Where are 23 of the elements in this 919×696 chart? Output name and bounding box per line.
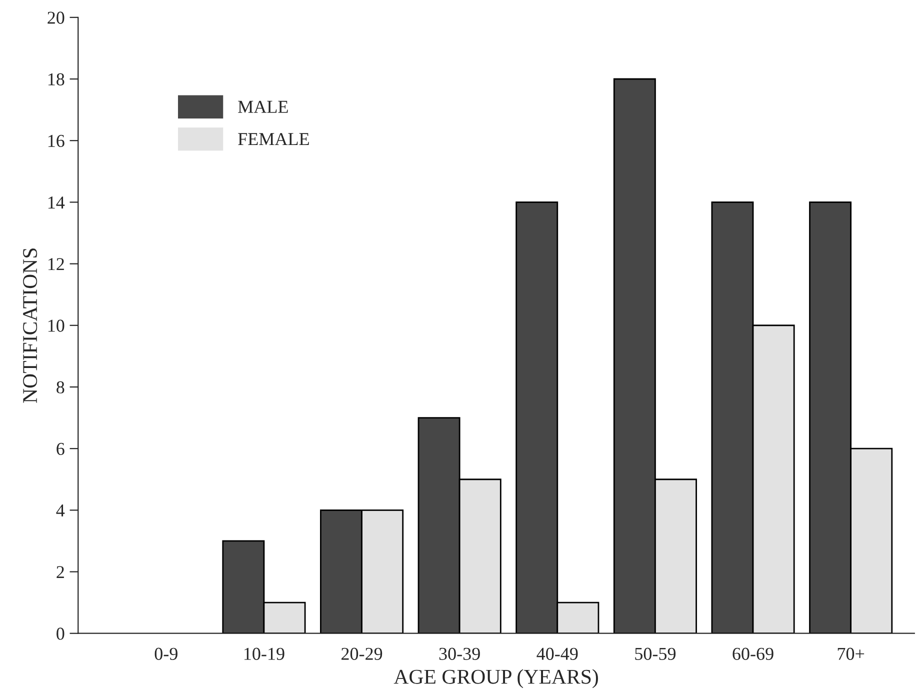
y-tick-label: 20 <box>48 12 64 24</box>
y-tick-label: 18 <box>48 73 64 86</box>
x-tick-label: 60-69 <box>732 648 774 660</box>
y-tick-label: 2 <box>56 566 64 578</box>
y-tick-label: 16 <box>48 134 64 148</box>
x-tick-label: 10-19 <box>244 648 284 660</box>
legend-label: MALE <box>238 100 288 113</box>
x-tick-label: 0-9 <box>154 648 178 660</box>
x-axis-title: AGE GROUP (YEARS) <box>394 669 598 688</box>
legend-label: FEMALE <box>238 133 309 145</box>
y-tick-label: 14 <box>48 196 65 208</box>
y-tick-label: 0 <box>56 628 64 640</box>
x-tick-label: 50-59 <box>635 648 676 660</box>
y-tick-label: 4 <box>56 504 65 516</box>
x-tick-label: 30-39 <box>439 648 480 660</box>
y-tick-label: 10 <box>48 320 64 332</box>
y-tick-label: 6 <box>56 442 64 456</box>
y-tick-label: 8 <box>56 381 64 394</box>
y-axis-title: NOTIFICATIONS <box>23 248 38 403</box>
x-tick-label: 70+ <box>838 648 864 660</box>
x-tick-label: 40-49 <box>536 648 578 660</box>
y-tick-label: 12 <box>48 258 64 270</box>
x-tick-label: 20-29 <box>342 648 382 660</box>
